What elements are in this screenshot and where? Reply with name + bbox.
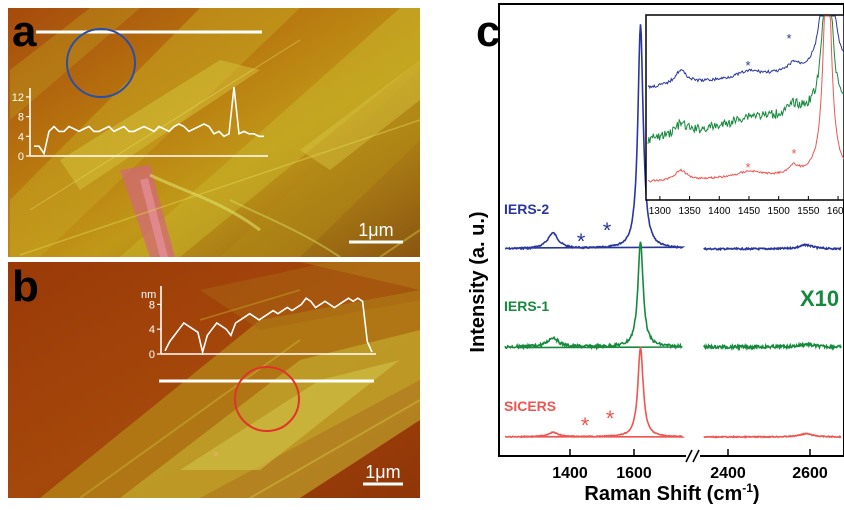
- asterisk-sicers-b: *: [606, 406, 615, 431]
- panel-b: b nm 840 1μm: [8, 262, 420, 498]
- spectrum-iers-1: [505, 242, 841, 349]
- magnification-x10: X10: [800, 286, 839, 311]
- inset-asterisk-blue-a: *: [745, 58, 750, 73]
- x-tick-1600: 1600: [616, 465, 652, 482]
- panel-c-letter: c: [476, 7, 500, 56]
- asterisk-sicers-a: *: [581, 413, 590, 438]
- inset-x-tick-label-1450: 1450: [738, 206, 761, 217]
- inset-asterisk-red-a: *: [745, 160, 750, 175]
- profile-b-tick-label-0: 0: [149, 349, 155, 361]
- y-axis-label: Intensity (a. u.): [467, 211, 489, 352]
- profile-b-tick-label-4: 4: [149, 324, 155, 336]
- label-iers-2: IERS-2: [504, 201, 549, 217]
- profile-a-tick-label-8: 8: [18, 112, 24, 124]
- inset-asterisk-blue-b: *: [786, 31, 791, 46]
- x-tick-2600: 2600: [792, 465, 828, 482]
- inset-x-tick-label-1350: 1350: [678, 206, 701, 217]
- x-tick-1400: 1400: [552, 465, 588, 482]
- inset-x-tick-label-1500: 1500: [768, 206, 791, 217]
- profile-a-tick-label-0: 0: [18, 151, 24, 163]
- scale-label-a: 1μm: [358, 220, 393, 240]
- label-sicers: SICERS: [504, 398, 556, 414]
- inset-zoom: * * * * 1300 1350 1400 1450 1500 1550 1600: [646, 15, 844, 217]
- asterisk-iers-2-a: *: [577, 229, 586, 254]
- profile-a-tick-label-12: 12: [12, 92, 24, 104]
- spectrum-sicers: [505, 347, 841, 438]
- profile-a-tick-label-4: 4: [18, 131, 24, 143]
- inset-x-tick-label-1600: 1600: [827, 206, 844, 217]
- panel-b-letter: b: [12, 262, 39, 311]
- inset-asterisk-red-b: *: [791, 146, 796, 161]
- inset-x-tick-label-1550: 1550: [797, 206, 820, 217]
- scale-label-b: 1μm: [365, 462, 400, 482]
- x-axis-label: Raman Shift (cm-1): [584, 481, 759, 505]
- profile-b-tick-label-8: 8: [149, 299, 155, 311]
- x-tick-2400: 2400: [710, 465, 746, 482]
- panel-a-letter: a: [12, 7, 37, 56]
- panel-c: c Intensity (a. u.) 1400 1600 2400 2600 …: [467, 4, 844, 505]
- panel-a: a 12 8 4 0 1μm: [8, 7, 420, 257]
- asterisk-iers-2-b: *: [603, 218, 612, 243]
- inset-x-tick-label-1400: 1400: [708, 206, 731, 217]
- inset-x-tick-label-1300: 1300: [649, 206, 672, 217]
- label-iers-1: IERS-1: [504, 298, 549, 314]
